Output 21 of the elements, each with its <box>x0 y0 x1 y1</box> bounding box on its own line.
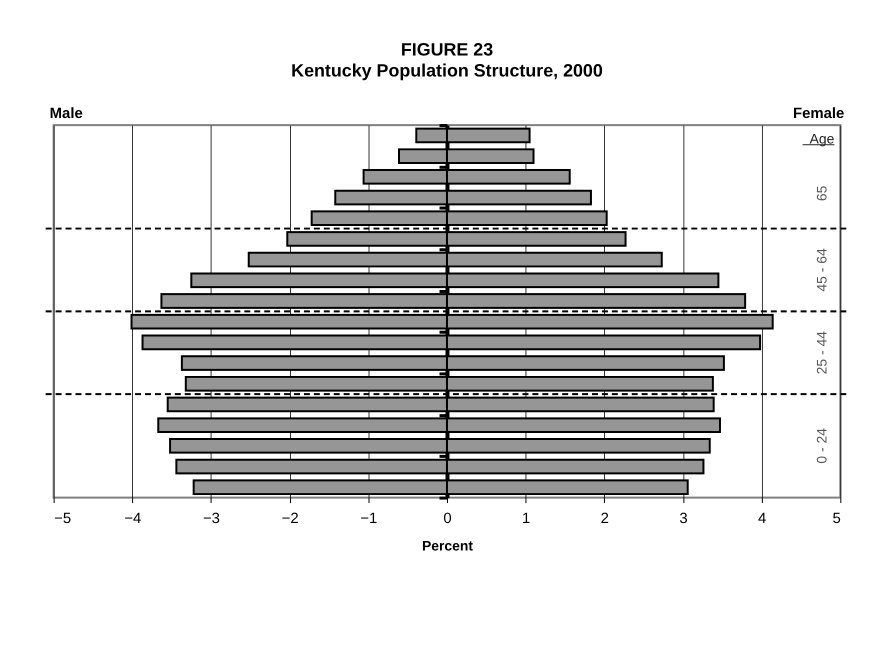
x-tick-label: 4 <box>758 510 766 527</box>
annotation: 65 <box>813 185 830 202</box>
text: Male <box>50 106 83 122</box>
x-tick-label: −2 <box>282 510 299 527</box>
x-tick-label: 5 <box>832 510 841 527</box>
x-tick-label: 3 <box>679 510 688 527</box>
x-tick-label: −5 <box>54 510 72 527</box>
x-tick-label: 1 <box>522 510 530 527</box>
x-axis-title: Percent <box>422 538 474 554</box>
annotation: Age <box>810 130 835 147</box>
text: Female <box>793 106 844 122</box>
x-tick-label: 0 <box>443 510 452 527</box>
chart-subtitle: Kentucky Population Structure, 2000 <box>291 60 603 80</box>
annotation: 25 - 44 <box>813 330 830 374</box>
x-tick-label: −1 <box>360 510 378 527</box>
x-tick-label: −4 <box>124 510 142 527</box>
x-tick-label: 2 <box>600 510 609 527</box>
annotation: 45 - 64 <box>813 248 830 292</box>
chart-title: FIGURE 23 <box>400 40 494 60</box>
x-tick-label: −3 <box>202 510 220 527</box>
annotation: 0 - 24 <box>813 428 830 464</box>
